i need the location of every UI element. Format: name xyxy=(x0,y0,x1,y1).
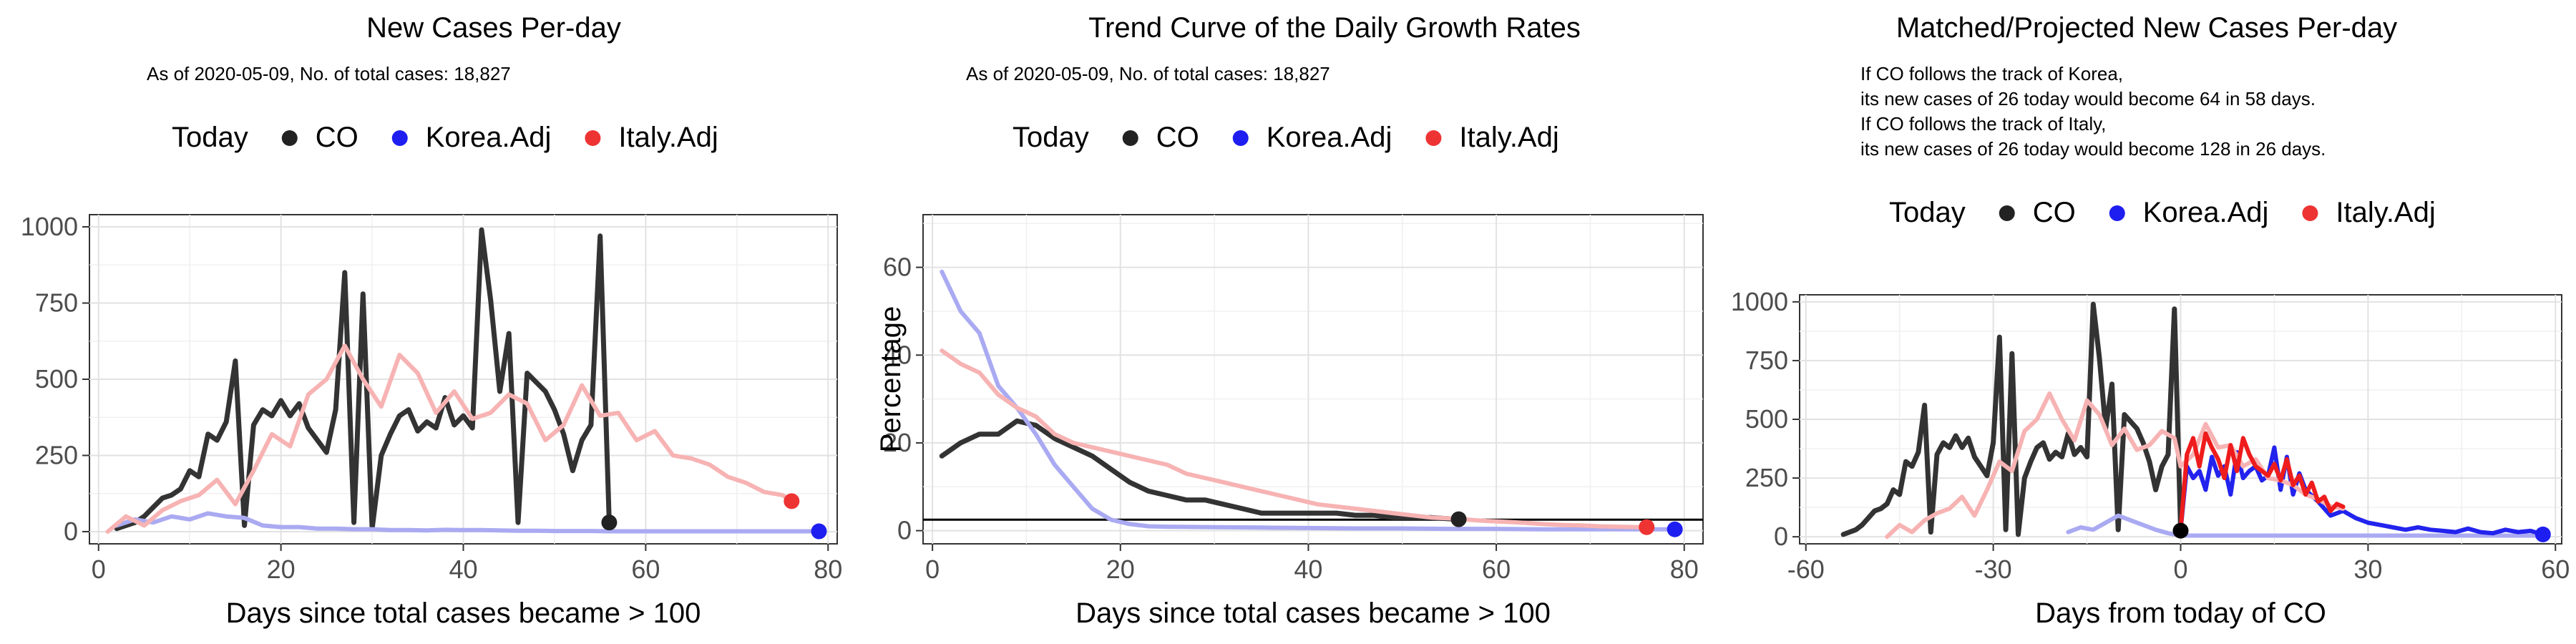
x-tick-label: 40 xyxy=(1294,555,1322,584)
legend-key-korea-adj xyxy=(391,130,408,146)
y-tick-label: 0 xyxy=(64,517,78,546)
y-tick-label: 750 xyxy=(1745,346,1788,375)
x-tick-label: 40 xyxy=(449,555,477,584)
x-tick-label: 0 xyxy=(92,555,106,584)
grid xyxy=(923,215,1703,544)
chart-title: New Cases Per-day xyxy=(366,12,621,44)
series-line-korea-adj-matched xyxy=(2066,513,2545,538)
panel-growth-rates: Trend Curve of the Daily Growth Rates As… xyxy=(875,12,1704,629)
y-tick-label: 1000 xyxy=(1731,287,1788,316)
y-tick-label: 500 xyxy=(35,364,78,394)
plot-panel xyxy=(922,214,1704,545)
x-tick-label: 0 xyxy=(2173,555,2187,584)
x-tick-label: 80 xyxy=(814,555,842,584)
x-axis-label: Days from today of CO xyxy=(2035,597,2326,629)
legend-label-co: CO xyxy=(2033,197,2076,228)
y-tick-label: 60 xyxy=(883,253,912,282)
annotation-line: If CO follows the track of Korea, xyxy=(1860,63,2123,84)
panel-new-cases-per-day: New Cases Per-day As of 2020-05-09, No. … xyxy=(21,12,842,629)
today-point-co-today xyxy=(2172,522,2189,539)
legend-label-italy-adj: Italy.Adj xyxy=(2336,197,2435,228)
annotation-line: If CO follows the track of Italy, xyxy=(1860,113,2106,135)
y-tick-label: 500 xyxy=(1745,404,1788,434)
series-group xyxy=(923,269,1703,537)
legend-key-italy-adj xyxy=(1425,130,1442,146)
chart-title: Trend Curve of the Daily Growth Rates xyxy=(1088,12,1581,44)
x-axis-label: Days since total cases became > 100 xyxy=(226,597,701,629)
x-tick-label: 60 xyxy=(1482,555,1511,584)
y-tick-label: 750 xyxy=(35,288,78,318)
today-point-korea-adj-today xyxy=(811,523,827,540)
series-line-italy-adj xyxy=(940,348,1649,530)
legend-key-co xyxy=(281,130,298,146)
legend-key-co xyxy=(1999,205,2015,221)
y-axis-label: Percentage xyxy=(875,306,907,453)
x-tick-label: 20 xyxy=(267,555,296,584)
y-tick-label: 250 xyxy=(1745,463,1788,492)
legend: Today CO Korea.Adj Italy.Adj xyxy=(1889,197,2436,228)
series-group xyxy=(105,227,827,540)
chart-title: Matched/Projected New Cases Per-day xyxy=(1896,12,2397,44)
legend-key-co xyxy=(1122,130,1138,146)
legend-label-today: Today xyxy=(172,122,248,153)
series-line-co xyxy=(114,227,612,532)
legend-key-italy-adj xyxy=(585,130,601,146)
x-tick-label: 0 xyxy=(925,555,940,584)
axes: 0 20 40 60 80 0 20 40 60 xyxy=(883,253,1699,584)
series-line-italy-adj-projected xyxy=(2178,431,2346,532)
axes: 0 20 40 60 80 0 250 500 750 1000 xyxy=(21,212,842,584)
y-tick-label: 40 xyxy=(883,340,912,369)
legend-key-korea-adj xyxy=(1232,130,1249,146)
today-point-italy-adj-today xyxy=(784,493,800,509)
annotation-line: its new cases of 26 today would become 6… xyxy=(1860,88,2316,109)
y-tick-label: 0 xyxy=(897,516,912,545)
series-line-italy-adj xyxy=(105,343,794,534)
legend-label-korea-adj: Korea.Adj xyxy=(426,122,552,153)
legend-label-italy-adj: Italy.Adj xyxy=(1459,122,1558,153)
panel-matched-projected: Matched/Projected New Cases Per-day If C… xyxy=(1731,12,2570,629)
y-tick-label: 0 xyxy=(1774,522,1788,551)
y-tick-label: 1000 xyxy=(21,212,78,241)
legend-label-today: Today xyxy=(1889,197,1966,228)
legend: Today CO Korea.Adj Italy.Adj xyxy=(172,122,718,153)
series-line-co xyxy=(1840,301,2183,537)
today-point-italy-adj-today xyxy=(1639,519,1655,535)
legend-label-today: Today xyxy=(1013,122,1089,153)
x-tick-label: 60 xyxy=(2541,555,2570,584)
legend: Today CO Korea.Adj Italy.Adj xyxy=(1013,122,1559,153)
today-point-co-today xyxy=(1450,511,1467,527)
x-tick-label: 30 xyxy=(2353,555,2382,584)
chart-subtitle: As of 2020-05-09, No. of total cases: 18… xyxy=(966,63,1330,84)
legend-label-korea-adj: Korea.Adj xyxy=(1267,122,1392,153)
chart-subtitle: As of 2020-05-09, No. of total cases: 18… xyxy=(147,63,511,84)
today-point-co-today xyxy=(601,514,618,531)
x-tick-label: 20 xyxy=(1106,555,1135,584)
x-tick-label: 60 xyxy=(631,555,660,584)
legend-label-italy-adj: Italy.Adj xyxy=(618,122,718,153)
legend-label-co: CO xyxy=(316,122,358,153)
x-tick-label: 80 xyxy=(1670,555,1699,584)
x-axis-label: Days since total cases became > 100 xyxy=(1075,597,1551,629)
x-tick-label: -30 xyxy=(1975,555,2012,584)
legend-label-co: CO xyxy=(1156,122,1199,153)
annotation-line: its new cases of 26 today would become 1… xyxy=(1860,138,2326,160)
legend-key-italy-adj xyxy=(2302,205,2318,221)
today-point-korea-adj-end xyxy=(2534,526,2551,542)
x-tick-label: -60 xyxy=(1787,555,1825,584)
axes: -60 -30 0 30 60 0 250 500 750 1000 xyxy=(1731,287,2570,584)
legend-key-korea-adj xyxy=(2109,205,2125,221)
legend-label-korea-adj: Korea.Adj xyxy=(2143,197,2269,228)
series-line-korea-adj xyxy=(114,511,821,534)
series-group xyxy=(1840,301,2551,542)
today-point-korea-adj-today xyxy=(1667,521,1683,537)
y-tick-label: 250 xyxy=(35,440,78,469)
y-tick-label: 20 xyxy=(883,428,912,457)
